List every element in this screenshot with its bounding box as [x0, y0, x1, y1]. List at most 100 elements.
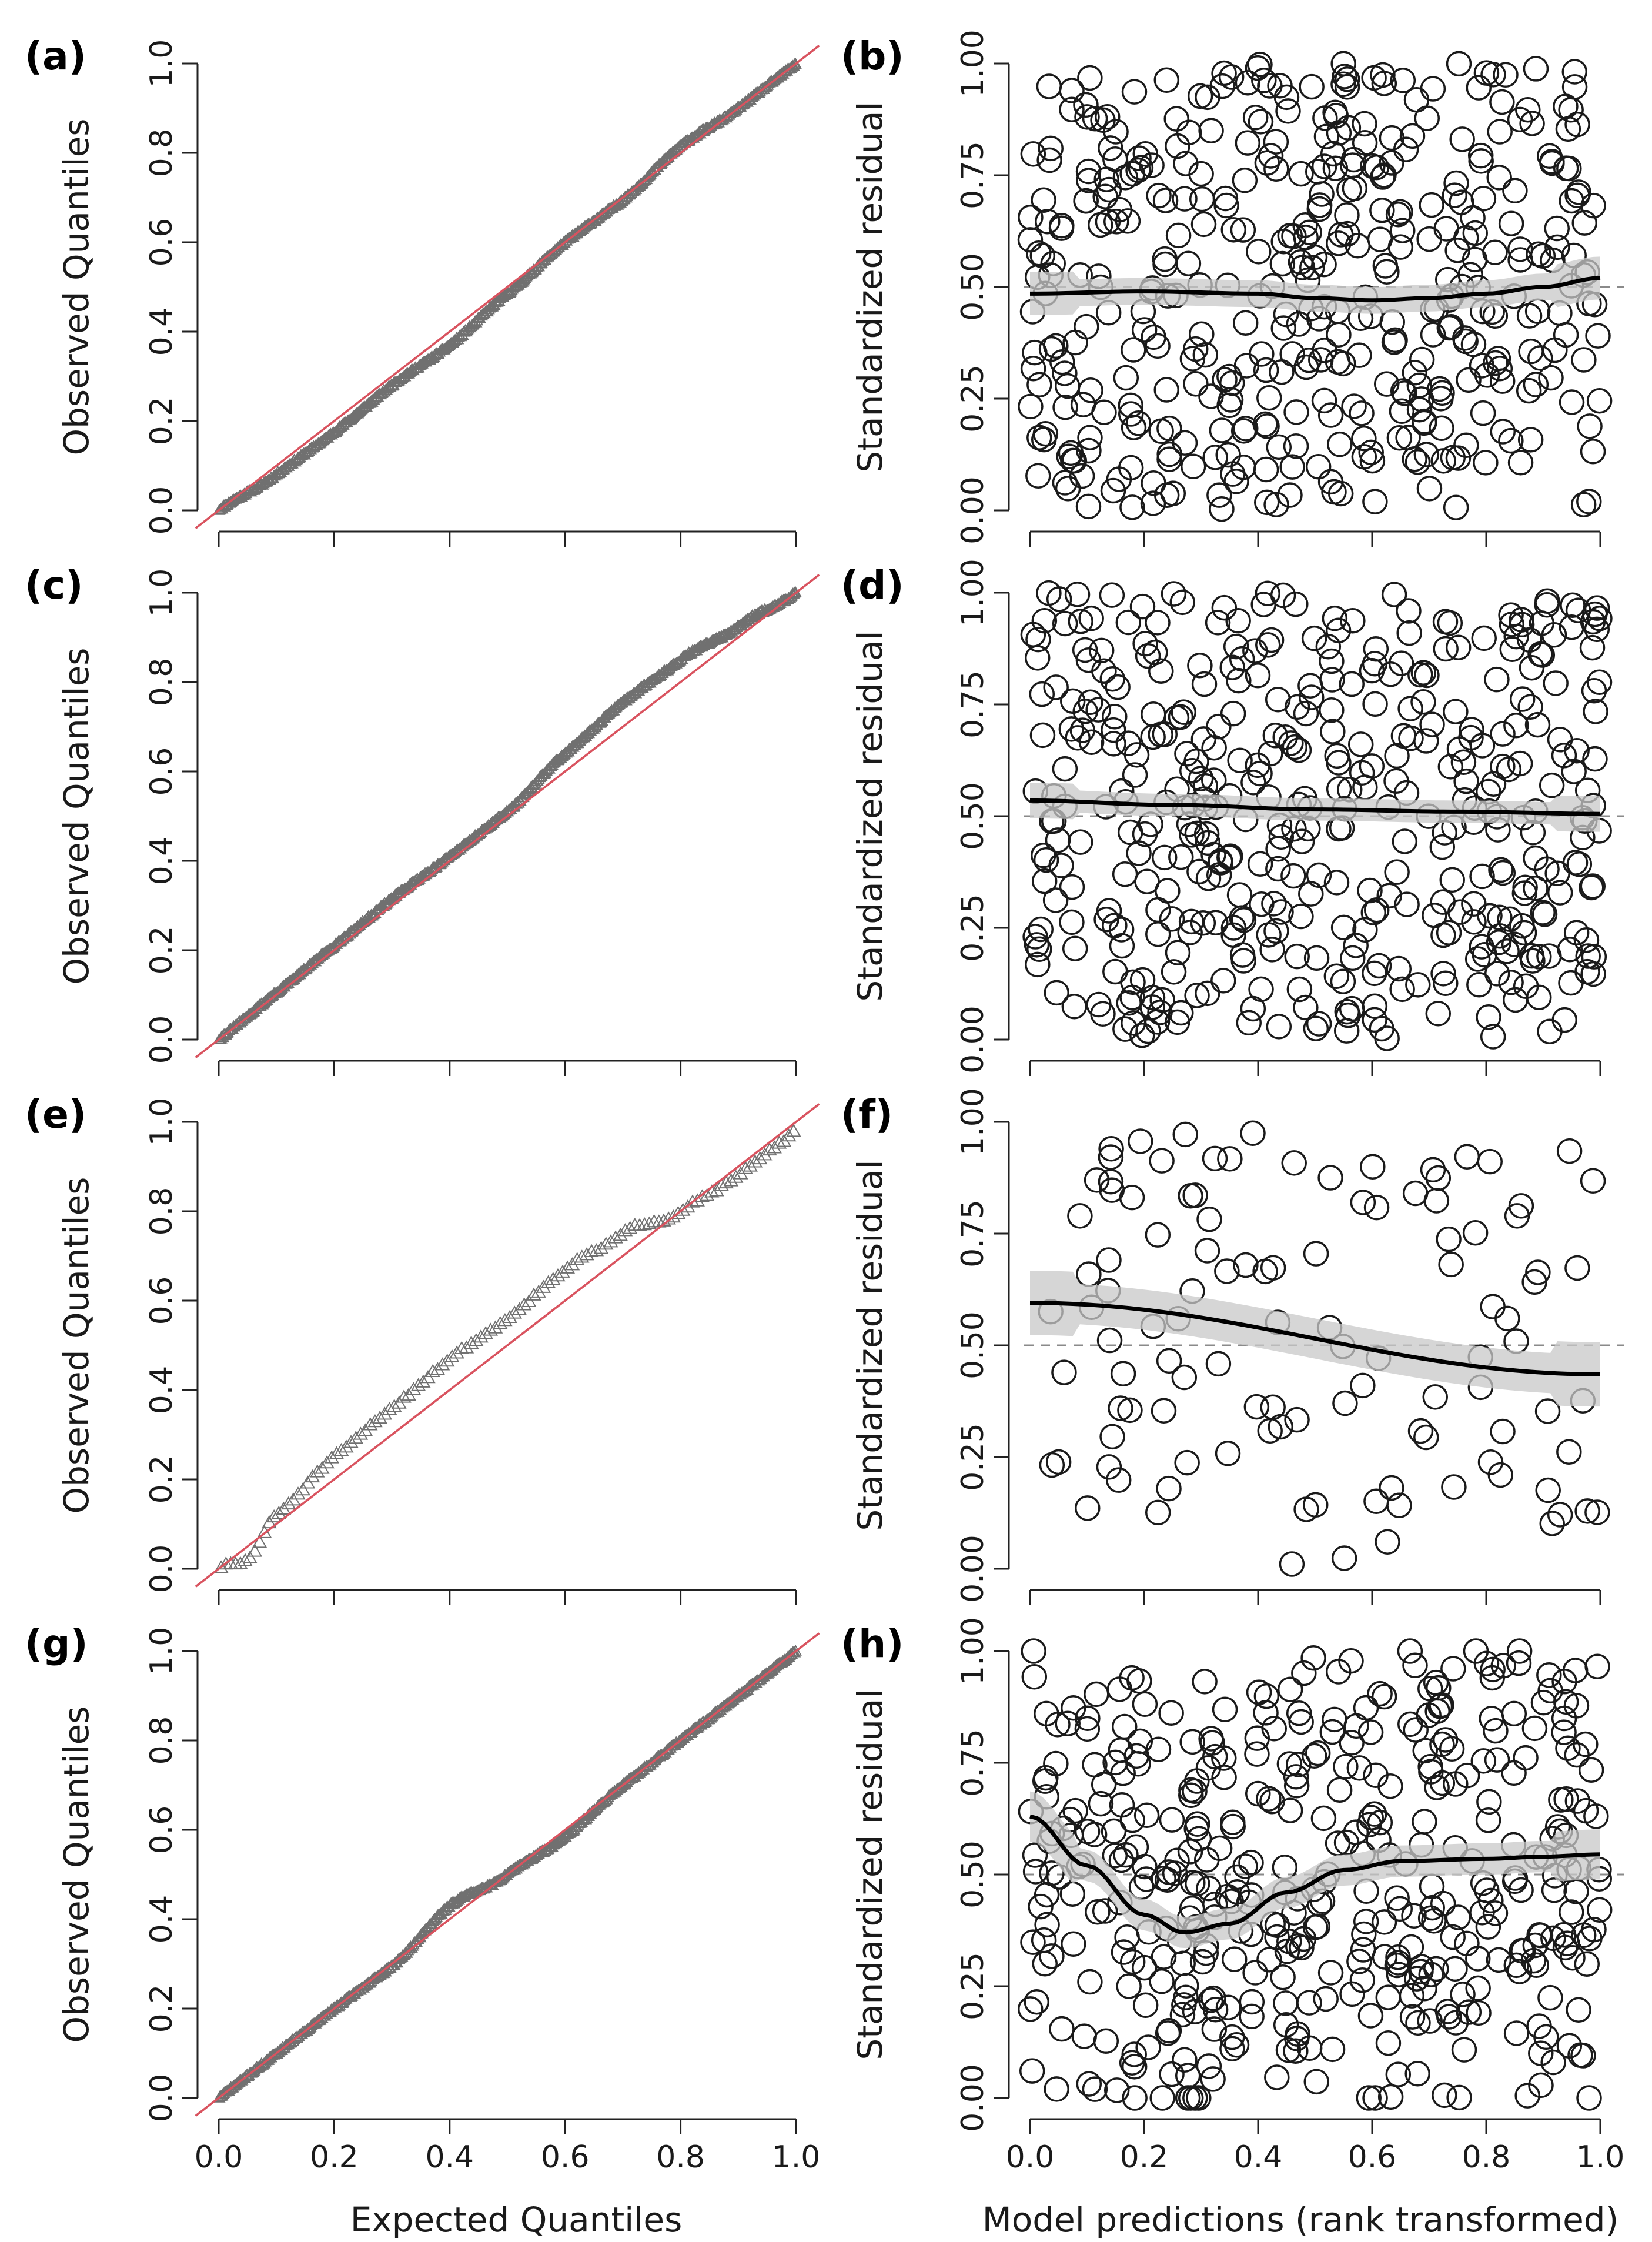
residual-point — [1437, 610, 1463, 636]
residual-point — [1072, 637, 1098, 663]
residual-point — [1299, 255, 1325, 280]
residual-point — [1313, 123, 1340, 149]
residual-point — [1250, 592, 1276, 617]
residual-point — [1082, 2076, 1108, 2102]
y-axis-title: Standardized residual — [850, 101, 890, 472]
residual-point — [1394, 891, 1420, 917]
residual-point — [1559, 389, 1585, 415]
residual-point — [1579, 874, 1604, 901]
residual-point — [1055, 476, 1081, 502]
residual-point — [1282, 734, 1308, 760]
residual-point — [1297, 673, 1323, 699]
residual-point — [1031, 607, 1058, 634]
residual-point — [1146, 182, 1172, 209]
residual-point — [1443, 699, 1469, 725]
confidence-band — [1030, 256, 1600, 315]
residual-point — [1186, 858, 1212, 885]
residual-point — [1564, 1255, 1590, 1281]
residual-point — [1303, 2069, 1330, 2095]
residual-point — [1099, 1177, 1125, 1203]
residual-point — [1480, 771, 1507, 797]
residual-point — [1366, 953, 1392, 979]
residual-point — [1404, 449, 1431, 475]
residual-point — [1122, 762, 1148, 788]
residual-point — [1398, 725, 1424, 751]
y-tick-label: 0.25 — [955, 365, 991, 433]
residual-point — [1114, 1924, 1140, 1950]
residual-point — [1052, 610, 1078, 637]
residual-point — [1305, 1740, 1331, 1766]
residual-point — [1126, 1668, 1152, 1694]
residual-point — [1283, 2038, 1309, 2064]
residual-point — [1121, 79, 1148, 105]
x-tick-label: 1.0 — [1576, 2140, 1625, 2175]
residual-point — [1466, 971, 1492, 998]
residual-point — [1395, 425, 1421, 450]
residual-point — [1523, 845, 1549, 871]
residual-point — [1075, 647, 1102, 673]
residual-point — [1469, 353, 1495, 379]
residual-point — [1099, 666, 1126, 692]
residual-point — [1179, 1729, 1205, 1755]
residual-point — [1121, 2041, 1147, 2067]
qq-point — [670, 1205, 686, 1219]
x-tick-label: 0.4 — [425, 2140, 474, 2175]
residual-point — [1253, 357, 1279, 383]
residual-point — [1523, 876, 1549, 901]
smooth-fit-line — [1029, 1301, 1601, 1376]
residual-point — [1029, 681, 1055, 707]
residual-point — [1322, 99, 1348, 126]
residual-point — [1232, 167, 1258, 193]
residual-point — [1219, 654, 1246, 680]
residual-point — [1060, 1695, 1086, 1721]
x-tick-label: 0.8 — [656, 2140, 705, 2175]
residual-point — [1305, 1913, 1331, 1939]
residual-point — [1245, 55, 1271, 81]
residual-point — [1096, 1247, 1122, 1273]
residual-point — [1501, 931, 1527, 957]
residual-point — [1404, 2060, 1430, 2087]
residual-point — [1362, 960, 1387, 987]
y-tick-label: 1.00 — [955, 1617, 991, 1685]
residual-point — [1101, 717, 1126, 743]
residual-point — [1306, 862, 1332, 888]
residual-point — [1399, 2004, 1426, 2030]
residual-point — [1255, 580, 1280, 607]
residual-point — [1402, 360, 1428, 386]
residual-point — [1061, 994, 1088, 1020]
residual-point — [1456, 367, 1482, 393]
residual-point — [1209, 417, 1235, 443]
residual-point — [1036, 147, 1062, 173]
residual-point — [1213, 192, 1239, 219]
residual-point — [1362, 993, 1388, 1020]
qq-point — [584, 1244, 599, 1257]
residual-point — [1175, 2063, 1201, 2089]
y-tick-label: 1.0 — [144, 1098, 179, 1147]
qq-point — [752, 1151, 768, 1165]
residual-point — [1140, 490, 1166, 516]
residual-point — [1191, 671, 1218, 697]
residual-point — [1584, 1653, 1610, 1680]
residual-point — [1429, 380, 1455, 406]
residual-point — [1387, 1896, 1413, 1922]
residual-point — [1273, 2012, 1299, 2038]
residual-point — [1456, 1999, 1482, 2025]
residual-point — [1034, 1912, 1060, 1938]
residual-point — [1535, 1477, 1561, 1503]
residual-point — [1096, 898, 1122, 924]
residual-point — [1305, 453, 1332, 480]
residual-point — [1301, 1743, 1327, 1769]
residual-point — [1484, 666, 1510, 693]
y-tick-label: 0.75 — [955, 1729, 991, 1797]
x-tick-label: 0.2 — [1120, 2140, 1169, 2175]
residual-point — [1430, 1890, 1456, 1917]
residual-point — [1543, 670, 1569, 696]
residual-point — [1165, 133, 1190, 159]
reference-line-overlay — [195, 574, 820, 1058]
y-tick-label: 0.25 — [955, 894, 991, 962]
residual-point — [1279, 454, 1305, 480]
residual-point — [1035, 208, 1061, 235]
residual-point — [1284, 943, 1310, 970]
residual-point — [1376, 883, 1402, 909]
qq-point — [483, 1322, 499, 1336]
